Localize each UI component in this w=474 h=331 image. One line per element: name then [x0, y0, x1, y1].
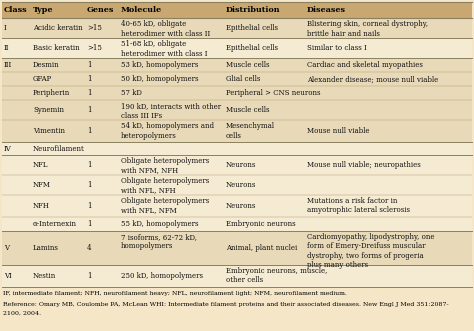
Text: Mesenchymal
cells: Mesenchymal cells	[226, 122, 275, 140]
Text: Peripherin: Peripherin	[33, 89, 70, 97]
Text: GFAP: GFAP	[33, 75, 52, 83]
Text: α-Internexin: α-Internexin	[33, 220, 77, 228]
Text: Basic keratin: Basic keratin	[33, 44, 80, 52]
Text: 1: 1	[87, 106, 91, 115]
Bar	[2, 58, 472, 72]
Text: 53 kD, homopolymers: 53 kD, homopolymers	[121, 61, 199, 69]
Text: Neurons: Neurons	[226, 161, 256, 168]
Text: 2100, 2004.: 2100, 2004.	[3, 311, 41, 316]
Text: NFM: NFM	[33, 181, 51, 189]
Bar	[2, 86, 472, 100]
Bar	[2, 155, 472, 175]
Bar	[2, 195, 472, 217]
Text: I: I	[4, 24, 7, 32]
Text: Obligate heteropolymers
with NFL, NFM: Obligate heteropolymers with NFL, NFM	[121, 197, 209, 214]
Text: Neurons: Neurons	[226, 202, 256, 210]
Text: 190 kD, interacts with other
class III IFs: 190 kD, interacts with other class III I…	[121, 102, 221, 120]
Text: V: V	[4, 244, 9, 252]
Text: Embryonic neurons, muscle,
other cells: Embryonic neurons, muscle, other cells	[226, 267, 328, 284]
Text: VI: VI	[4, 272, 12, 280]
Text: Genes: Genes	[87, 6, 114, 14]
Text: 1: 1	[87, 127, 91, 135]
Text: IV: IV	[4, 145, 12, 153]
Text: 250 kD, homopolymers: 250 kD, homopolymers	[121, 272, 203, 280]
Text: 1: 1	[87, 89, 91, 97]
Text: 1: 1	[87, 272, 91, 280]
Text: Diseases: Diseases	[307, 6, 346, 14]
Text: III: III	[4, 61, 12, 69]
Text: Glial cells: Glial cells	[226, 75, 260, 83]
Text: Embryonic neurons: Embryonic neurons	[226, 220, 296, 228]
Text: Animal, plant nuclei: Animal, plant nuclei	[226, 244, 297, 252]
Bar	[2, 231, 472, 265]
Bar	[2, 72, 472, 86]
Text: Synemin: Synemin	[33, 106, 64, 115]
Bar	[2, 120, 472, 142]
Text: 1: 1	[87, 181, 91, 189]
Bar	[2, 175, 472, 195]
Text: 7 isoforms, 62-72 kD,
homopolymers: 7 isoforms, 62-72 kD, homopolymers	[121, 233, 197, 250]
Text: Class: Class	[4, 6, 27, 14]
Text: Epithelial cells: Epithelial cells	[226, 24, 278, 32]
Bar	[2, 18, 472, 38]
Text: 1: 1	[87, 220, 91, 228]
Text: NFL: NFL	[33, 161, 48, 168]
Text: II: II	[4, 44, 9, 52]
Text: Acidic keratin: Acidic keratin	[33, 24, 82, 32]
Text: >15: >15	[87, 44, 102, 52]
Text: Epithelial cells: Epithelial cells	[226, 44, 278, 52]
Text: Vimentin: Vimentin	[33, 127, 65, 135]
Text: Reference: Omary MB, Coulombe PA, McLean WHI: Intermediate filament proteins and: Reference: Omary MB, Coulombe PA, McLean…	[3, 302, 448, 307]
Text: Muscle cells: Muscle cells	[226, 106, 270, 115]
Text: Muscle cells: Muscle cells	[226, 61, 270, 69]
Text: Obligate heteropolymers
with NFM, NFH: Obligate heteropolymers with NFM, NFH	[121, 157, 209, 174]
Text: Type: Type	[33, 6, 54, 14]
Text: Blistering skin, corneal dystrophy,
brittle hair and nails: Blistering skin, corneal dystrophy, brit…	[307, 20, 428, 37]
Text: Mouse null viable: Mouse null viable	[307, 127, 370, 135]
Text: 50 kD, homopolymers: 50 kD, homopolymers	[121, 75, 199, 83]
Text: Mouse null viable; neuropathies: Mouse null viable; neuropathies	[307, 161, 421, 168]
Text: Nestin: Nestin	[33, 272, 56, 280]
Text: Alexander disease; mouse null viable: Alexander disease; mouse null viable	[307, 75, 438, 83]
Text: Desmin: Desmin	[33, 61, 60, 69]
Text: Cardiomyopathy, lipodystrophy, one
form of Emery-Dreifuss muscular
dystrophy, tw: Cardiomyopathy, lipodystrophy, one form …	[307, 233, 435, 269]
Bar	[2, 142, 472, 155]
Text: Distribution: Distribution	[226, 6, 281, 14]
Bar	[2, 217, 472, 231]
Text: Peripheral > CNS neurons: Peripheral > CNS neurons	[226, 89, 320, 97]
Text: 1: 1	[87, 75, 91, 83]
Bar	[2, 38, 472, 58]
Text: Molecule: Molecule	[121, 6, 162, 14]
Text: 54 kD, homopolymers and
heteropolymers: 54 kD, homopolymers and heteropolymers	[121, 122, 214, 140]
Text: 1: 1	[87, 161, 91, 168]
Text: Obligate heteropolymers
with NFL, NFH: Obligate heteropolymers with NFL, NFH	[121, 177, 209, 194]
Text: 55 kD, homopolymers: 55 kD, homopolymers	[121, 220, 199, 228]
Text: Lamins: Lamins	[33, 244, 59, 252]
Text: 40-65 kD, obligate
heterodimer with class II: 40-65 kD, obligate heterodimer with clas…	[121, 20, 210, 37]
Text: Neurons: Neurons	[226, 181, 256, 189]
Text: >15: >15	[87, 24, 102, 32]
Text: Mutations a risk factor in
amyotrophic lateral sclerosis: Mutations a risk factor in amyotrophic l…	[307, 197, 410, 214]
Text: 1: 1	[87, 61, 91, 69]
Text: 4: 4	[87, 244, 91, 252]
Bar	[2, 100, 472, 120]
Text: Cardiac and skeletal myopathies: Cardiac and skeletal myopathies	[307, 61, 423, 69]
Text: IF, intermediate filament; NFH, neurofilament heavy; NFL, neurofilament light; N: IF, intermediate filament; NFH, neurofil…	[3, 291, 347, 296]
Text: NFH: NFH	[33, 202, 50, 210]
Text: Similar to class I: Similar to class I	[307, 44, 367, 52]
Bar	[2, 265, 472, 287]
Text: Neurofilament: Neurofilament	[33, 145, 85, 153]
Text: 51-68 kD, obligate
heterodimer with class I: 51-68 kD, obligate heterodimer with clas…	[121, 40, 208, 58]
Text: 57 kD: 57 kD	[121, 89, 142, 97]
Text: 1: 1	[87, 202, 91, 210]
Bar	[2, 2, 472, 18]
